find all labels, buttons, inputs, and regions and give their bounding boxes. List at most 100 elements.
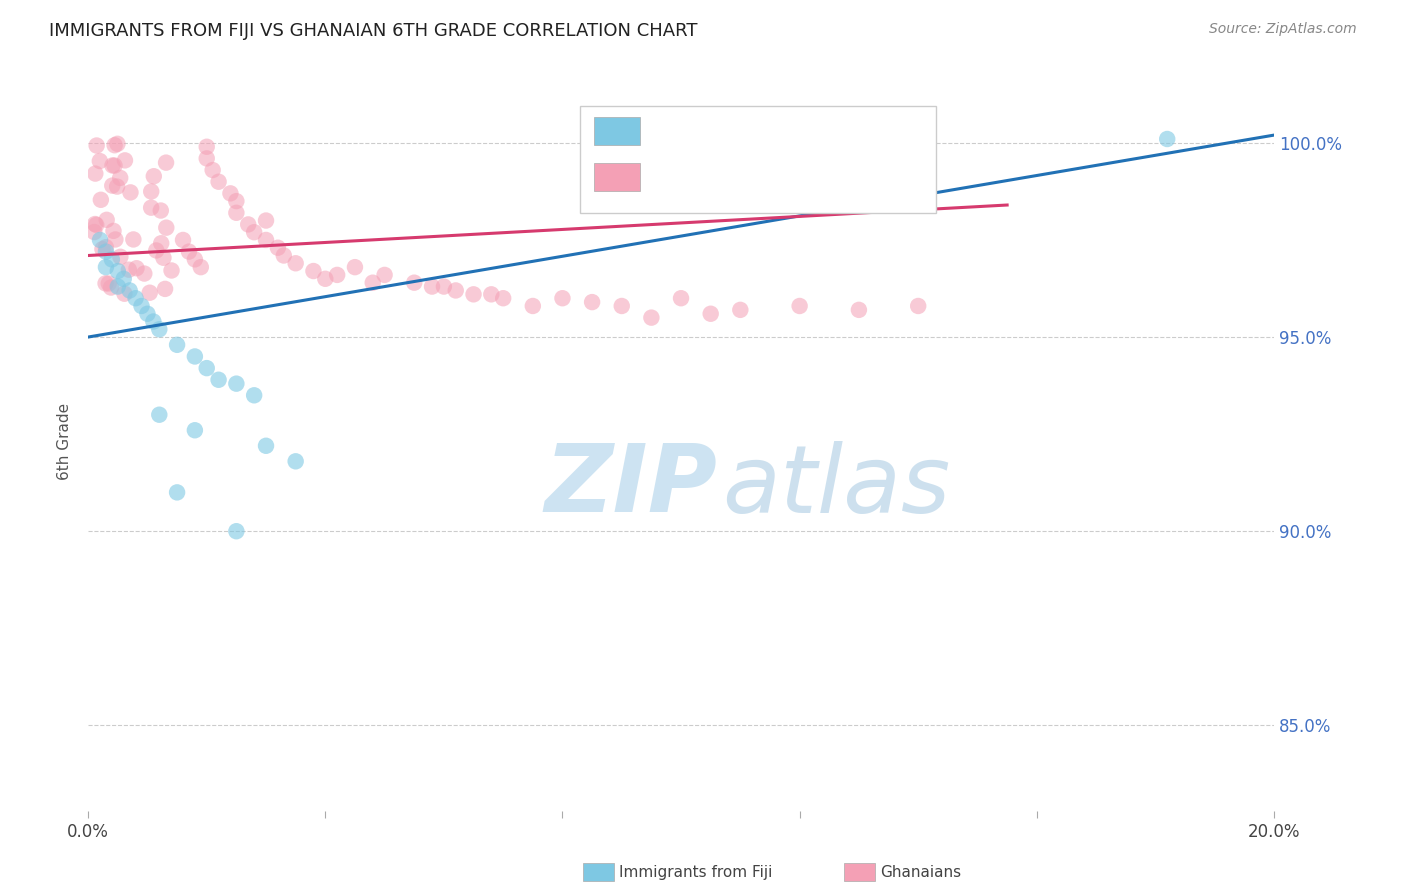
Point (848, 302, 870, 317)
Point (110, 250, 132, 264)
Point (118, 262, 141, 277)
Point (610, 299, 633, 313)
Point (101, 178, 124, 193)
Point (124, 291, 146, 305)
Point (699, 307, 721, 321)
Point (94, 277, 117, 291)
Point (101, 252, 124, 267)
Point (195, 361, 218, 376)
Point (150, 236, 173, 251)
Point (219, 186, 242, 201)
Point (118, 284, 141, 298)
Point (149, 203, 172, 218)
Point (207, 175, 229, 189)
Point (160, 263, 183, 277)
Point (84, 218, 107, 232)
Text: IMMIGRANTS FROM FIJI VS GHANAIAN 6TH GRADE CORRELATION CHART: IMMIGRANTS FROM FIJI VS GHANAIAN 6TH GRA… (49, 22, 697, 40)
Point (374, 268, 396, 282)
Point (141, 185, 163, 199)
Text: N = 26: N = 26 (800, 121, 868, 139)
Point (343, 260, 366, 274)
Point (105, 179, 128, 194)
Point (138, 285, 160, 300)
Point (134, 267, 156, 281)
Point (273, 248, 295, 262)
Point (107, 264, 129, 278)
Point (155, 220, 177, 235)
Point (166, 338, 188, 352)
Point (145, 244, 167, 258)
Point (136, 307, 159, 321)
Point (463, 287, 485, 301)
Point (153, 282, 176, 296)
FancyBboxPatch shape (581, 106, 936, 213)
Point (104, 138, 127, 153)
Point (184, 350, 207, 364)
Text: N = 84: N = 84 (800, 169, 868, 187)
Point (84, 217, 107, 231)
Point (104, 232, 127, 246)
Point (90, 193, 112, 207)
Point (141, 201, 163, 215)
Text: Ghanaians: Ghanaians (880, 865, 962, 880)
Point (267, 241, 290, 255)
Point (120, 186, 142, 200)
Point (152, 251, 174, 265)
Point (314, 272, 336, 286)
Point (114, 286, 136, 301)
Text: R = 0.278: R = 0.278 (661, 121, 751, 139)
Point (404, 276, 426, 290)
Point (730, 302, 752, 317)
Point (207, 373, 229, 387)
Point (254, 439, 277, 453)
Point (84, 167, 107, 181)
Point (107, 136, 129, 151)
Point (103, 159, 125, 173)
Point (114, 153, 136, 168)
Point (479, 287, 502, 301)
Point (284, 454, 307, 468)
Point (201, 163, 224, 178)
Point (640, 310, 662, 325)
Point (131, 299, 153, 313)
Point (1156, 132, 1178, 146)
Point (433, 279, 456, 293)
Point (522, 299, 544, 313)
Point (103, 224, 125, 238)
Point (97, 277, 120, 291)
Point (96, 212, 118, 227)
Text: Source: ZipAtlas.com: Source: ZipAtlas.com (1209, 22, 1357, 37)
Point (142, 314, 165, 328)
Point (243, 388, 266, 402)
Point (166, 485, 188, 500)
Point (125, 261, 148, 276)
Point (492, 291, 515, 305)
FancyBboxPatch shape (595, 117, 640, 145)
Text: atlas: atlas (723, 441, 950, 532)
Point (108, 170, 131, 185)
Point (148, 322, 170, 336)
Point (184, 252, 207, 267)
Point (243, 225, 266, 239)
Point (225, 524, 247, 539)
Point (89, 233, 111, 247)
Point (669, 291, 692, 305)
Point (361, 276, 384, 290)
Point (238, 218, 260, 232)
Point (195, 140, 218, 154)
Point (184, 423, 207, 437)
Point (225, 376, 247, 391)
Text: ZIP: ZIP (544, 440, 717, 533)
Point (89, 154, 111, 169)
Point (225, 194, 247, 208)
Point (107, 279, 129, 293)
Point (148, 408, 170, 422)
Point (100, 280, 122, 294)
Point (172, 233, 194, 247)
Point (83, 225, 105, 239)
Point (122, 232, 145, 246)
Point (581, 295, 603, 310)
Point (326, 268, 349, 282)
Point (94, 240, 117, 254)
Point (907, 299, 929, 313)
